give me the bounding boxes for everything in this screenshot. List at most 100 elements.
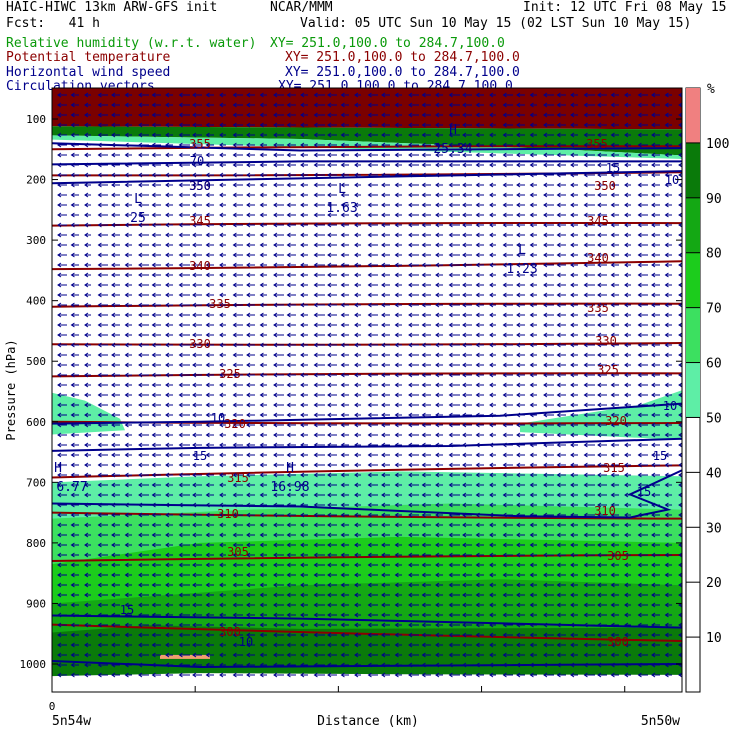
circulation-vector [313, 102, 325, 108]
circulation-vector [286, 242, 296, 248]
circulation-vector [138, 142, 149, 148]
circulation-vector [313, 402, 325, 408]
circulation-vector [84, 322, 91, 328]
circulation-vector [192, 102, 202, 108]
circulation-vector [624, 302, 631, 308]
circulation-vector [664, 272, 672, 278]
circulation-vector [84, 552, 91, 558]
circulation-vector [529, 602, 537, 608]
circulation-vector [246, 632, 255, 638]
circulation-vector [273, 102, 284, 108]
circulation-vector [651, 312, 660, 318]
circulation-vector [583, 582, 595, 588]
circulation-vector [354, 242, 361, 248]
circulation-vector [246, 202, 255, 208]
circulation-vector [300, 362, 308, 368]
circulation-vector [529, 592, 537, 598]
circulation-vector [570, 192, 578, 198]
circulation-vector [421, 122, 431, 128]
colorbar-tick-label: 50 [706, 411, 722, 426]
y-tick-label: 800 [26, 537, 46, 550]
circulation-vector [678, 492, 682, 498]
circulation-vector [97, 492, 108, 498]
circulation-vector [637, 132, 648, 138]
circulation-vector [178, 222, 190, 228]
circulation-vector [421, 552, 431, 558]
circulation-vector [597, 352, 607, 358]
circulation-vector [543, 112, 554, 118]
circulation-vector [165, 232, 173, 238]
circulation-vector [151, 512, 161, 518]
circulation-vector [300, 192, 308, 198]
circulation-vector [516, 152, 525, 158]
circulation-vector [610, 352, 619, 358]
circulation-vector [637, 332, 648, 338]
circulation-vector [327, 222, 337, 228]
circulation-vector [448, 502, 460, 508]
circulation-vector [205, 102, 214, 108]
circulation-vector [421, 412, 431, 418]
circulation-vector [421, 142, 431, 148]
circulation-vector [111, 332, 120, 338]
circulation-vector [597, 332, 607, 338]
circulation-vector [408, 332, 419, 338]
circulation-vector [462, 242, 472, 248]
circulation-vector [124, 632, 132, 638]
circulation-vector [448, 522, 460, 528]
circulation-vector [97, 252, 108, 258]
circulation-vector [516, 162, 525, 168]
circulation-vector [637, 302, 648, 308]
circulation-vector [111, 142, 120, 148]
circulation-vector [475, 272, 484, 278]
circulation-vector [637, 652, 648, 658]
circulation-vector [610, 562, 619, 568]
circulation-vector [556, 592, 566, 598]
circulation-vector [124, 92, 132, 98]
circulation-vector [462, 282, 472, 288]
circulation-vector [502, 502, 513, 508]
circulation-vector [57, 552, 67, 558]
circulation-vector [300, 542, 308, 548]
circulation-vector [543, 92, 554, 98]
circulation-vector [165, 222, 173, 228]
circulation-vector [462, 512, 472, 518]
circulation-vector [570, 362, 578, 368]
circulation-vector [97, 632, 108, 638]
circulation-vector [583, 192, 595, 198]
circulation-vector [516, 502, 525, 508]
circulation-vector [381, 182, 390, 188]
circulation-vector [529, 202, 537, 208]
circulation-vector [583, 172, 595, 178]
circulation-vector [232, 152, 243, 158]
circulation-vector [151, 142, 161, 148]
circulation-vector [529, 262, 537, 268]
circulation-vector [192, 222, 202, 228]
circulation-vector [300, 272, 308, 278]
circulation-vector [165, 592, 173, 598]
circulation-vector [111, 462, 120, 468]
circulation-vector [273, 622, 284, 628]
circulation-vector [259, 252, 267, 258]
circulation-vector [597, 252, 607, 258]
circulation-vector [232, 112, 243, 118]
circulation-vector [421, 312, 431, 318]
circulation-vector [367, 222, 378, 228]
circulation-vector [421, 662, 431, 668]
circulation-vector [556, 472, 566, 478]
circulation-vector [192, 432, 202, 438]
circulation-vector [340, 152, 349, 158]
circulation-vector [489, 592, 496, 598]
circulation-vector [543, 192, 554, 198]
circulation-vector [97, 362, 108, 368]
circulation-vector [610, 212, 619, 218]
circulation-vector [151, 292, 161, 298]
circulation-vector [543, 502, 554, 508]
circulation-vector [192, 302, 202, 308]
circulation-vector [273, 542, 284, 548]
circulation-vector [489, 512, 496, 518]
circulation-vector [421, 262, 431, 268]
circulation-vector [97, 452, 108, 458]
circulation-vector [583, 482, 595, 488]
circulation-vector [205, 542, 214, 548]
circulation-vector [367, 342, 378, 348]
